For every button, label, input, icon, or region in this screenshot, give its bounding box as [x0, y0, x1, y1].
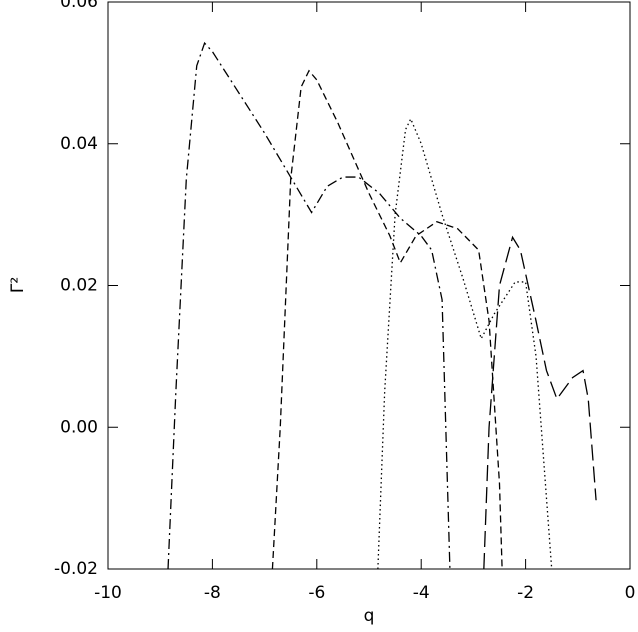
y-tick-label: 0.02 — [60, 276, 98, 296]
x-tick-label: -10 — [94, 583, 122, 603]
series-line — [167, 41, 451, 570]
x-tick-label: -6 — [308, 583, 325, 603]
x-axis-label: q — [364, 606, 375, 626]
y-tick-label: 0.04 — [60, 134, 98, 154]
y-tick-label: -0.02 — [54, 559, 98, 579]
x-tick-label: -8 — [204, 583, 221, 603]
series-line — [377, 117, 553, 570]
x-tick-label: 0 — [625, 583, 636, 603]
series-line — [483, 235, 597, 570]
plot-frame — [107, 1, 631, 570]
y-tick-label: 0.00 — [60, 417, 98, 437]
y-tick-label: 0.06 — [60, 0, 98, 12]
x-tick-label: -2 — [517, 583, 534, 603]
x-tick-label: -4 — [413, 583, 430, 603]
series-line — [271, 69, 503, 570]
y-axis-label: Γ² — [8, 277, 28, 293]
